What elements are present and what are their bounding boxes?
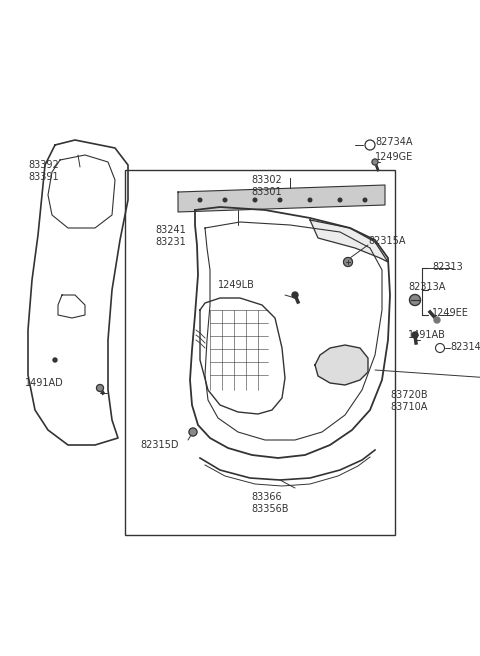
Polygon shape	[178, 185, 385, 212]
Text: 83392
83391: 83392 83391	[28, 160, 59, 182]
Text: 82315A: 82315A	[368, 236, 406, 246]
Circle shape	[412, 332, 418, 338]
Text: 1249GE: 1249GE	[375, 152, 413, 162]
Circle shape	[409, 295, 420, 306]
Circle shape	[292, 292, 298, 298]
Text: 82313: 82313	[432, 262, 463, 272]
Text: 1491AB: 1491AB	[408, 330, 446, 340]
Circle shape	[338, 198, 342, 202]
Circle shape	[372, 159, 378, 165]
Circle shape	[223, 198, 227, 202]
Circle shape	[198, 198, 202, 202]
Text: 82314: 82314	[450, 342, 480, 352]
Circle shape	[434, 317, 440, 323]
Text: 1491AD: 1491AD	[25, 378, 64, 388]
Text: 83302
83301: 83302 83301	[252, 175, 282, 197]
Circle shape	[308, 198, 312, 202]
Circle shape	[189, 428, 197, 436]
Circle shape	[253, 198, 257, 202]
Circle shape	[96, 384, 104, 392]
Polygon shape	[315, 345, 368, 385]
Circle shape	[278, 198, 282, 202]
Text: 82734A: 82734A	[375, 137, 412, 147]
Text: 82313A: 82313A	[408, 282, 445, 292]
Text: 83241
83231: 83241 83231	[155, 225, 186, 247]
Circle shape	[53, 358, 57, 362]
Text: 1249LB: 1249LB	[218, 280, 255, 290]
Text: 1249EE: 1249EE	[432, 308, 469, 318]
Text: 82315D: 82315D	[140, 440, 179, 450]
Bar	[125, 170, 395, 535]
Circle shape	[344, 258, 352, 266]
Text: 83366
83356B: 83366 83356B	[251, 492, 289, 514]
Polygon shape	[310, 220, 388, 262]
Text: 83720B
83710A: 83720B 83710A	[390, 390, 428, 411]
Circle shape	[363, 198, 367, 202]
